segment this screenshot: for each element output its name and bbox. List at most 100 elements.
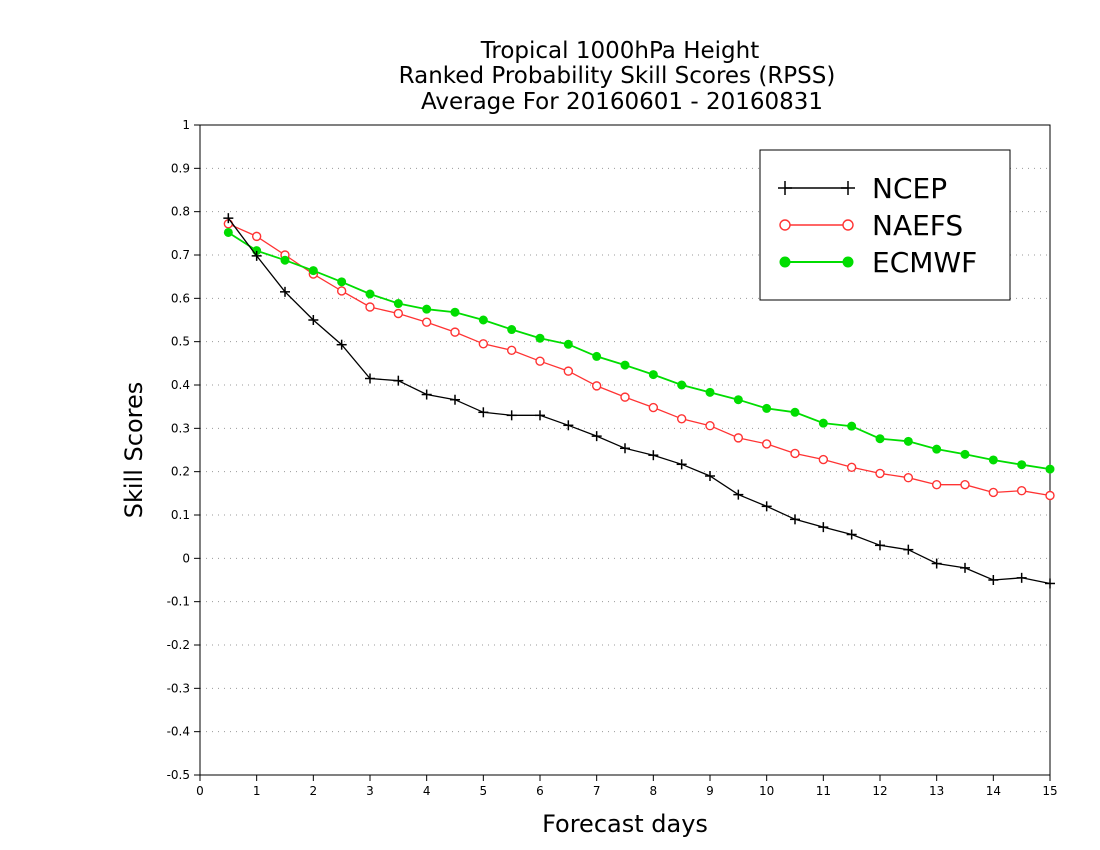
ecmwf-line [227,231,1051,470]
ncep-point [790,514,800,525]
ecmwf-point [733,395,743,405]
legend-item-ncep: NCEP [778,172,947,205]
ecmwf-series [223,227,1055,474]
naefs-point [842,219,854,231]
ecmwf-point [308,266,318,276]
ncep-point [960,562,970,573]
naefs-point [846,462,857,473]
ncep-line [227,217,1051,585]
ncep-point [563,420,574,431]
ncep-point [393,375,404,386]
ecmwf-point [507,325,517,335]
naefs-point [790,448,800,459]
ecmwf-point [847,421,857,431]
y-axis-label: Skill Scores [120,382,148,519]
ncep-point [676,459,687,470]
ecmwf-point [422,304,432,314]
ncep-point [223,213,234,224]
ncep-point [846,529,857,540]
ecmwf-point [648,370,658,380]
y-tick-label: 0.5 [171,335,190,349]
ecmwf-point [478,315,488,325]
x-tick-label: 10 [759,784,774,798]
naefs-point [251,231,262,242]
ecmwf-point [337,277,347,287]
naefs-point [705,421,715,431]
ecmwf-point [818,418,828,428]
ecmwf-point [762,403,772,413]
y-tick-label: 1 [182,118,190,132]
ecmwf-point [790,407,800,417]
ncep-point [841,181,855,195]
ecmwf-point [1017,460,1027,470]
naefs-point [1016,486,1027,496]
ecmwf-point [393,299,403,309]
ncep-point [421,389,432,400]
ecmwf-point [620,360,630,370]
ncep-point [875,540,885,551]
ecmwf-point [1045,464,1055,474]
ecmwf-point [903,436,913,446]
y-tick-label: 0.2 [171,465,190,479]
y-tick-label: 0 [182,551,190,565]
naefs-point [393,308,404,319]
ecmwf-point [280,255,290,265]
ncep-series [223,213,1055,589]
ncep-point [308,315,319,325]
ncep-point [761,501,772,512]
ecmwf-point [450,307,460,317]
naefs-point [563,366,574,376]
naefs-point [875,468,885,479]
ncep-point [450,394,460,405]
y-tick-label: 0.3 [171,421,190,435]
ncep-point [903,544,914,555]
title-line-3: Average For 20160601 - 20160831 [421,89,823,115]
ncep-point [733,489,744,500]
ncep-point [705,471,715,481]
ncep-point [506,410,517,421]
ecmwf-point [842,256,854,268]
x-tick-label: 12 [872,784,887,798]
ecmwf-point [563,339,573,349]
y-tick-label: 0.8 [171,205,190,219]
y-tick-label: 0.9 [171,161,190,175]
naefs-point [365,302,375,312]
title-line-1: Tropical 1000hPa Height [480,38,760,64]
chart-title: Tropical 1000hPa Height Ranked Probabili… [399,38,836,115]
naefs-point [1045,490,1055,501]
x-tick-label: 6 [536,784,544,798]
ncep-point [591,431,602,442]
naefs-point [676,414,687,424]
y-tick-label: -0.1 [167,595,190,609]
x-tick-label: 0 [196,784,204,798]
ecmwf-point [960,449,970,459]
legend-item-naefs: NAEFS [779,209,963,242]
ecmwf-point [779,256,791,268]
x-tick-label: 5 [480,784,488,798]
ncep-point [931,558,942,569]
y-tick-label: -0.4 [167,725,190,739]
ecmwf-point [535,333,545,343]
ncep-point [365,373,375,384]
y-tick-label: 0.6 [171,291,190,305]
naefs-point [478,339,489,349]
naefs-point [620,392,630,402]
ecmwf-point [592,351,602,361]
legend-label-ncep: NCEP [872,172,947,205]
y-tick-label: -0.5 [167,768,190,782]
x-tick-label: 14 [986,784,1001,798]
ncep-point [478,407,489,418]
ecmwf-point [875,434,885,444]
y-tick-label: -0.3 [167,681,190,695]
ncep-point [280,286,290,297]
series-layer [223,213,1055,589]
x-tick-label: 13 [929,784,944,798]
legend-label-ecmwf: ECMWF [872,246,977,279]
legend-label-naefs: NAEFS [872,209,963,242]
ncep-point [336,339,347,350]
legend: NCEP NAEFS ECMWF [759,149,1011,301]
ncep-point [648,450,659,461]
ecmwf-point [677,380,687,390]
ncep-point [818,522,829,533]
ecmwf-point [223,227,233,237]
